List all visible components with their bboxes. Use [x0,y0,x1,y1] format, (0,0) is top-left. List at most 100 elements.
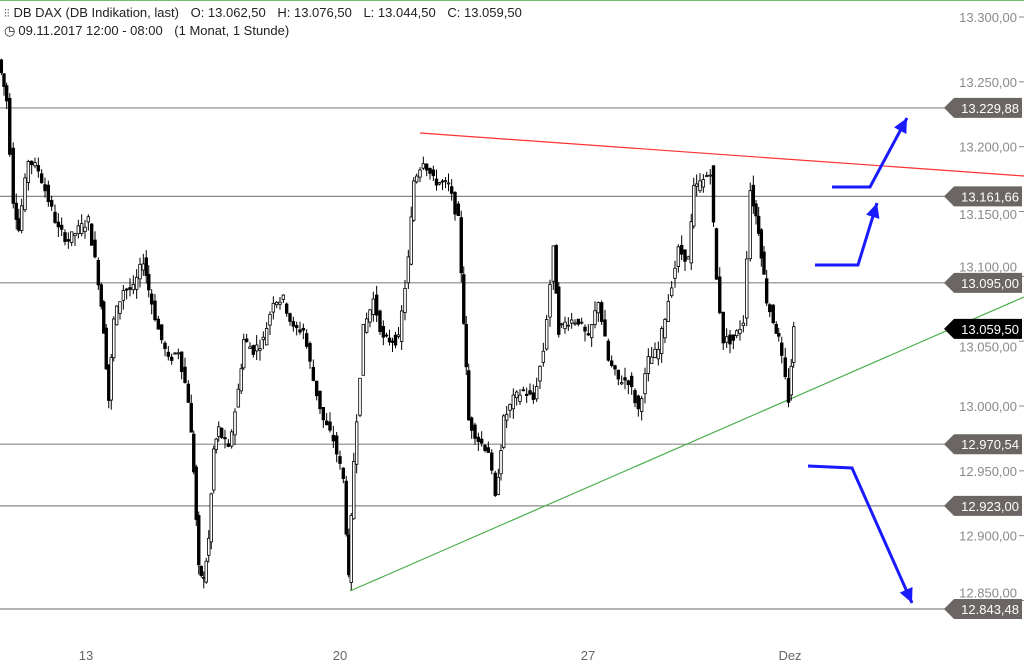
candle-body [483,444,487,451]
candle-body [629,375,634,388]
candle-body [381,326,386,338]
candle-body [792,326,796,363]
candle-body [96,260,101,286]
candle-body [173,352,177,355]
candle-body [728,334,732,345]
candle-body [599,302,604,322]
candle-body [538,365,542,382]
candle-body [8,97,12,155]
candle-body [183,366,187,383]
candle-body [159,324,164,341]
candle-body [244,338,249,343]
candle-body [414,175,419,183]
candle-body [89,223,94,246]
candle-body [518,394,522,402]
x-tick-label: 13 [79,648,93,663]
candle-body [128,287,132,290]
candle-body [258,348,262,351]
candle-body [114,305,119,326]
candle-body [589,324,594,339]
candle-body [437,182,442,185]
candle-body [431,169,436,177]
candle-body [586,333,591,336]
candle-body [138,263,142,280]
candle-body [623,377,627,381]
candle-body [783,357,787,378]
candle-body [186,383,191,403]
candle-body [338,456,342,464]
resistance-trendline [419,132,1024,177]
y-tick-label: 13.050,00 [959,339,1017,354]
candle-body [251,345,256,355]
candle-body [166,351,171,357]
candle-body [179,351,184,372]
candle-body [649,356,654,364]
arrowhead-icon [894,118,907,134]
candle-body [2,73,6,87]
candle-body [764,278,769,304]
candle-body [387,337,392,343]
candle-body [673,267,677,279]
candle-body [424,163,429,171]
candle-body [421,163,426,169]
candle-body [780,342,784,356]
level-tag [944,272,1022,293]
y-tick-label: 13.250,00 [959,75,1017,90]
candle-body [212,448,216,491]
candle-body [469,417,474,431]
candle-body [109,357,113,401]
last-price-label: 13.059,50 [961,322,1019,337]
candle-body [271,302,276,313]
candle-body [738,328,742,334]
candle-body [711,165,716,223]
candle-body [476,436,481,443]
candle-body [261,336,266,341]
candle-body [281,294,286,300]
level-tag [944,434,1022,455]
candle-body [192,433,196,473]
candle-body [223,437,227,440]
candle-body [596,302,601,314]
candle-body [134,276,139,290]
candle-body [26,160,31,183]
candle-body [551,245,556,282]
candle-body [708,174,712,177]
candle-body [759,229,764,259]
level-label: 13.161,66 [961,189,1019,204]
candle-body [754,203,758,217]
candle-body [233,411,237,436]
candle-body [686,256,691,260]
candle-body [656,349,661,360]
candle-body [786,378,791,403]
level-label: 13.229,88 [961,101,1019,116]
candle-body [490,452,494,471]
candle-body [163,342,167,350]
y-tick-label: 13.200,00 [959,140,1017,155]
candle-body [248,346,252,349]
candle-body [692,185,696,227]
candle-body [264,328,269,346]
candle-body [679,244,684,255]
x-tick-label: 20 [333,648,347,663]
candle-body [548,284,552,318]
candle-body [446,182,451,185]
candle-body [236,388,241,408]
candle-body [29,160,34,166]
candle-body [284,303,289,314]
candle-body [718,276,722,314]
candle-body [358,377,362,416]
candle-body [33,162,37,167]
candle-body [636,395,641,410]
candle-body [609,360,614,366]
candle-body [17,218,21,231]
level-label: 12.923,00 [961,499,1019,514]
candle-body [156,318,161,330]
candle-body [141,263,146,271]
candle-body [412,180,416,221]
y-tick-label: 13.100,00 [959,259,1017,274]
candle-body [467,370,471,421]
candle-body [0,59,4,73]
candle-body [619,382,624,385]
candle-body [566,324,571,327]
